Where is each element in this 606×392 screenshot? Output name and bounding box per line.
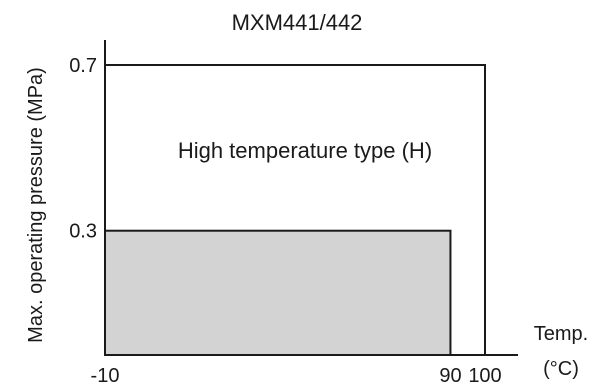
- x-tick-label-1: 90: [439, 365, 461, 387]
- region-shaded: [104, 229, 452, 356]
- x-tick-label-0: -10: [91, 365, 120, 387]
- y-tick-label-0: 0.7: [69, 55, 97, 77]
- x-axis-label-line1: Temp.: [534, 323, 588, 345]
- region-label: High temperature type (H): [178, 138, 432, 163]
- x-tick-label-2: 100: [468, 365, 501, 387]
- x-axis-label-line2: (°C): [543, 358, 579, 380]
- chart-title: MXM441/442: [232, 10, 363, 35]
- y-tick-label-1: 0.3: [69, 221, 97, 243]
- chart-marks: High temperature type (H) 0.7 0.3 -10 90 100: [69, 55, 502, 387]
- y-axis-label: Max. operating pressure (MPa): [25, 67, 47, 343]
